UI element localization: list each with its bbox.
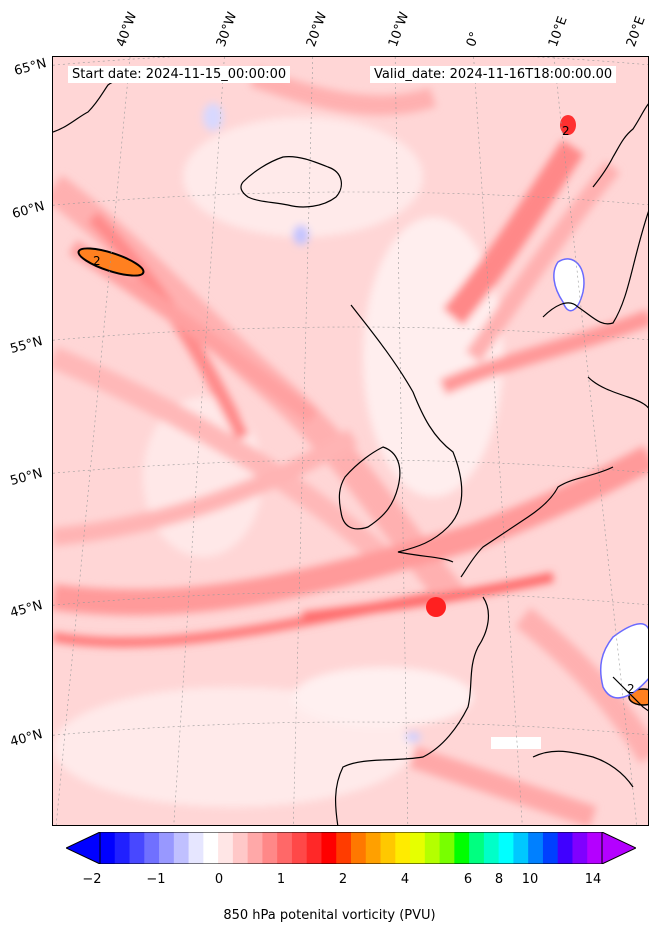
colorbar-tick-label: 8 [494,872,504,887]
contour-label: 2 [627,682,635,696]
colorbar-cell [498,832,514,864]
colorbar-cell [469,832,485,864]
colorbar-cell [410,832,426,864]
colorbar-cell [277,832,293,864]
colorbar-cell [173,832,190,864]
lon-label-10w: 10°W [385,10,413,49]
lat-label-60n: 60°N [10,199,47,222]
colorbar-cell [188,832,204,864]
lat-label-40n: 40°N [8,727,45,750]
graticule [53,57,648,825]
colorbar-tick-label: 14 [584,872,602,887]
lon-label-10e: 10°E [545,14,571,50]
colorbar-cell [203,832,219,864]
pv-contour-2-region [77,247,145,277]
colorbar-cell [291,832,308,864]
colorbar-max-arrow [601,832,636,864]
orography-mask [600,623,648,699]
lon-label-0: 0° [463,29,484,49]
colorbar-cell [395,832,411,864]
colorbar-cell [336,832,352,864]
colorbar-min-arrow [66,832,101,864]
lon-label-20w: 20°W [303,10,331,49]
colorbar-cell [247,832,263,864]
colorbar-cell [557,832,573,864]
lat-label-55n: 55°N [8,334,45,357]
colorbar-cell [513,832,529,864]
colorbar-cell [218,832,234,864]
colorbar-cell [262,832,278,864]
contour-label: 2 [562,124,570,138]
colorbar-cell [587,832,603,864]
colorbar-cell [100,832,116,864]
orography-mask [553,258,585,312]
colorbar-cell [306,832,322,864]
colorbar-cell [129,832,145,864]
pv-maximum-cell [560,115,576,135]
pv-field-map: 2 2 2 [53,57,648,825]
pv-map-panel: 2 2 2 [52,56,649,826]
orography-mask [491,737,541,749]
lat-label-50n: 50°N [8,466,45,489]
colorbar-cell [351,832,367,864]
colorbar-cell [454,832,470,864]
colorbar-cell [159,832,175,864]
colorbar-cell [114,832,131,864]
colorbar-cells [100,832,603,864]
lon-label-30w: 30°W [213,10,241,49]
lat-label-65n: 65°N [12,56,49,79]
colorbar-cell [144,832,160,864]
colorbar-tick-label: 0 [214,872,224,887]
colorbar-tick-label: 2 [338,872,348,887]
start-date-label: Start date: 2024-11-15_00:00:00 [68,66,291,83]
valid-date-label: Valid_date: 2024-11-16T18:00:00.00 [370,66,617,83]
contour-label: 2 [93,254,101,268]
colorbar-cell [483,832,500,864]
colorbar-tick-label: −2 [82,872,102,887]
lat-label-45n: 45°N [8,598,45,621]
colorbar-cell [380,832,396,864]
colorbar-cell [424,832,441,864]
colorbar-title: 850 hPa potenital vorticity (PVU) [223,908,436,923]
colorbar-cell [572,832,588,864]
colorbar-tick-label: 1 [276,872,286,887]
colorbar-tick-label: 6 [463,872,473,887]
colorbar-tick-label: −1 [146,872,166,887]
colorbar-frame [99,832,603,864]
colorbar-cell [232,832,249,864]
colorbar-cell [365,832,382,864]
colorbar-cell [321,832,337,864]
lon-label-40w: 40°W [113,10,141,49]
colorbar-tick-label: 4 [400,872,410,887]
colorbar-cell [439,832,455,864]
colorbar-cell [542,832,559,864]
colorbar-tick-label: 10 [521,872,539,887]
coastlines [53,74,648,825]
pv-maximum-cell [426,597,446,617]
lon-label-20e: 20°E [623,14,649,50]
colorbar-cell [528,832,544,864]
colorbar [66,832,636,864]
